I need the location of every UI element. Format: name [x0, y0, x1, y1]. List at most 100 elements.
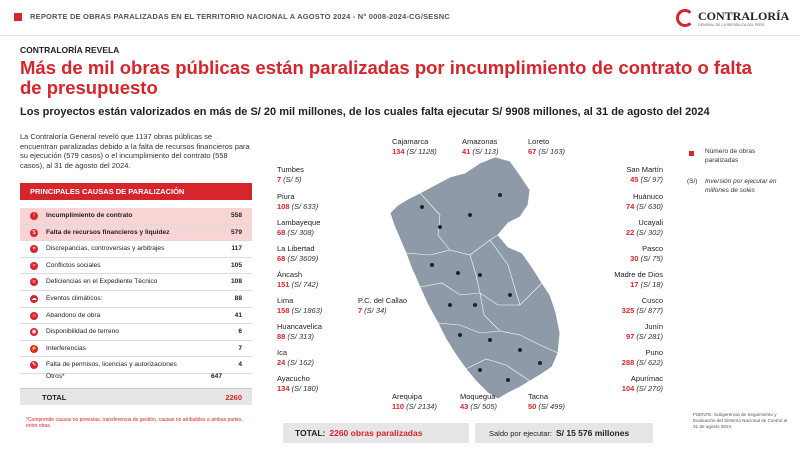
- causes-total-label: TOTAL: [42, 393, 67, 402]
- logo-subtitle: GENERAL DE LA REPÚBLICA DEL PERÚ: [698, 23, 765, 27]
- map-point: [508, 293, 512, 297]
- money-icon: $: [30, 228, 38, 237]
- map-point: [538, 361, 542, 365]
- region-tumbes: Tumbes 7 (S/ 5): [277, 165, 304, 184]
- total-works-panel: TOTAL: 2260 obras paralizadas: [283, 423, 469, 443]
- contraloria-logo: CONTRALORÍA GENERAL DE LA REPÚBLICA DEL …: [676, 6, 790, 32]
- cause-label: Conflictos sociales: [46, 261, 101, 269]
- causes-footnote: *Comprende causas no previstas, transfer…: [26, 417, 243, 429]
- region-puno: Puno 288 (S/ 622): [621, 348, 663, 367]
- map-point: [478, 368, 482, 372]
- otros-label: Otros*: [46, 373, 65, 380]
- peru-country-shape: [389, 156, 561, 400]
- cause-row: ≠ Discrepancias, controversias y arbitraj…: [20, 241, 252, 258]
- cause-value: 117: [231, 245, 242, 253]
- map-point: [438, 225, 442, 229]
- cause-value: 7: [238, 344, 242, 352]
- region-ancash: Áncash 151 (S/ 742): [277, 270, 319, 289]
- causes-total-row: TOTAL 2260: [20, 388, 252, 405]
- map-point: [518, 348, 522, 352]
- region-ucayali: Ucayali 22 (S/ 302): [625, 218, 663, 237]
- cause-value: 558: [230, 212, 242, 219]
- map-point: [448, 303, 452, 307]
- cause-label: Disponibilidad de terreno: [46, 328, 119, 336]
- page-subtitle: Los proyectos están valorizados en más d…: [20, 106, 710, 118]
- region-san-martin: San Martín 45 (S/ 97): [626, 165, 663, 184]
- cause-value: 579: [230, 228, 242, 236]
- weather-icon: ☁: [30, 294, 38, 303]
- region-madre-de-dios: Madre de Dios 17 (S/ 18): [614, 270, 663, 289]
- cause-row: × Conflictos sociales 105: [20, 258, 252, 275]
- saldo-label: Saldo por ejecutar:: [489, 429, 552, 438]
- logo-name: CONTRALORÍA: [698, 9, 790, 23]
- cause-value: 41: [234, 311, 242, 319]
- cause-row: ⌂ Abandono de obra 41: [20, 308, 252, 325]
- cause-row: ⚡ Interferencias 7: [20, 341, 252, 358]
- region-pasco: Pasco 30 (S/ 75): [630, 244, 663, 263]
- legend-count-label: Número de obras paralizadas: [705, 148, 756, 164]
- region-callao: P.C. del Callao 7 (S/ 34): [358, 296, 408, 315]
- region-tacna: Tacna 50 (S/ 499): [528, 392, 566, 411]
- total-label: TOTAL:: [295, 428, 326, 438]
- region-cajamarca: Cajamarca 134 (S/ 1128): [392, 137, 437, 156]
- region-lima: Lima 158 (S/ 1863): [277, 296, 323, 315]
- cause-row: ☁ Eventos climáticos: 88: [20, 291, 252, 308]
- red-square-icon: [689, 151, 694, 156]
- map-point: [478, 273, 482, 277]
- region-piura: Piura 108 (S/ 633): [277, 192, 319, 211]
- region-amazonas: Amazonas 41 (S/ 113): [462, 137, 499, 156]
- region-arequipa: Arequipa 110 (S/ 2134): [392, 392, 437, 411]
- cause-row: ! Incumplimiento de contrato 558: [20, 208, 252, 225]
- map-point: [498, 193, 502, 197]
- cause-label: Deficiencias en el Expediente Técnico: [46, 278, 158, 286]
- kicker: CONTRALORÍA REVELA: [20, 45, 120, 55]
- total-value: 2260 obras paralizadas: [329, 428, 423, 438]
- map-point: [468, 213, 472, 217]
- map-point: [420, 205, 424, 209]
- abandon-icon: ⌂: [30, 311, 38, 320]
- legend-amount-label: Inversión por ejecutar en millones de so…: [705, 178, 777, 194]
- cause-label: Abandono de obra: [46, 311, 101, 319]
- region-huancavelica: Huancavelica 88 (S/ 313): [277, 322, 323, 341]
- document-icon: ≡: [30, 278, 38, 287]
- map-point: [506, 378, 510, 382]
- map-point: [458, 333, 462, 337]
- peru-map: [389, 156, 561, 400]
- cause-label: Eventos climáticos:: [46, 294, 103, 302]
- logo-ring-icon: [676, 9, 694, 27]
- legend-amount-symbol: (S/): [687, 178, 698, 185]
- map-point: [488, 338, 492, 342]
- top-bar: REPORTE DE OBRAS PARALIZADAS EN EL TERRI…: [0, 0, 800, 36]
- cause-value: 88: [234, 294, 242, 302]
- causes-table: ! Incumplimiento de contrato 558 $ Falta de…: [20, 208, 252, 374]
- page-title: Más de mil obras públicas están paraliza…: [20, 57, 752, 98]
- map-point: [456, 271, 460, 275]
- cause-row: $ Falta de recursos financieros y liquide…: [20, 224, 252, 242]
- region-apurimac: Apurímac 104 (S/ 270): [621, 374, 663, 393]
- cause-label: Discrepancias, controversias y arbitraje…: [46, 245, 165, 253]
- region-lambayeque: Lambayeque 68 (S/ 308): [277, 218, 321, 237]
- region-la-libertad: La Libertad 68 (S/ 3609): [277, 244, 319, 263]
- interference-icon: ⚡: [30, 344, 38, 353]
- land-icon: ◉: [30, 328, 38, 337]
- dispute-icon: ≠: [30, 245, 38, 254]
- header-square-icon: [14, 13, 22, 21]
- cause-value: 6: [238, 328, 242, 336]
- region-junin: Junín 97 (S/ 281): [625, 322, 663, 341]
- cause-value: 4: [238, 361, 242, 369]
- cause-value: 105: [230, 261, 242, 269]
- cause-row: ◉ Disponibilidad de terreno 6: [20, 324, 252, 341]
- cause-label: Interferencias: [46, 344, 86, 352]
- region-ica: Ica 24 (S/ 162): [277, 348, 315, 367]
- map-point: [430, 263, 434, 267]
- map-point: [473, 303, 477, 307]
- cause-label: Falta de recursos financieros y liquidez: [46, 228, 170, 236]
- region-ayacucho: Ayacucho 134 (S/ 180): [277, 374, 319, 393]
- cause-label: Incumplimiento de contrato: [46, 212, 133, 219]
- cause-value: 108: [230, 278, 242, 286]
- report-title: REPORTE DE OBRAS PARALIZADAS EN EL TERRI…: [30, 12, 450, 21]
- source-note: FUENTE: Subgerencia de Seguimiento y Eva…: [693, 412, 788, 429]
- cause-label: Falta de permisos, licencias y autorizac…: [46, 361, 177, 369]
- saldo-value: S/ 15 576 millones: [555, 428, 630, 438]
- causes-total-value: 2260: [225, 393, 242, 402]
